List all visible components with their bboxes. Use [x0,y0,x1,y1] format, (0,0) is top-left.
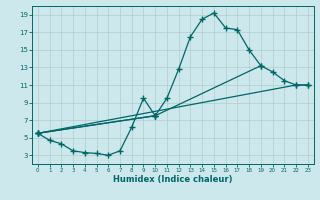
X-axis label: Humidex (Indice chaleur): Humidex (Indice chaleur) [113,175,233,184]
